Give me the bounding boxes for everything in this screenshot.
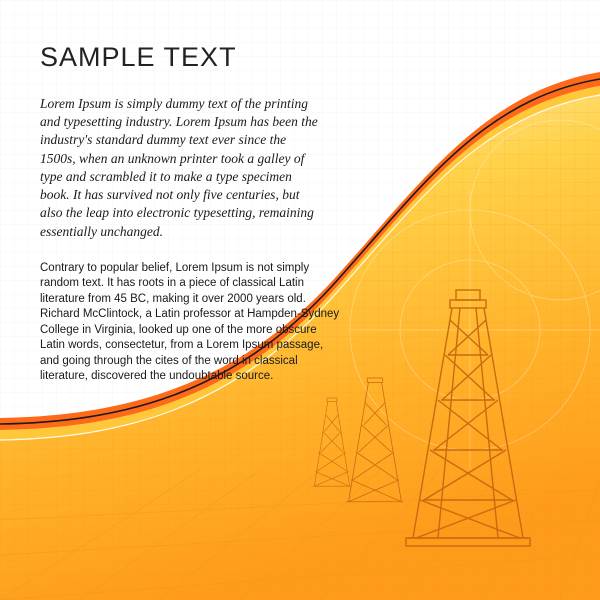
text-block: SAMPLE TEXT Lorem Ipsum is simply dummy … [0,0,600,600]
page-title: SAMPLE TEXT [40,42,600,73]
body-paragraph: Contrary to popular belief, Lorem Ipsum … [40,261,340,385]
infographic-canvas: SAMPLE TEXT Lorem Ipsum is simply dummy … [0,0,600,600]
intro-paragraph: Lorem Ipsum is simply dummy text of the … [40,95,320,241]
